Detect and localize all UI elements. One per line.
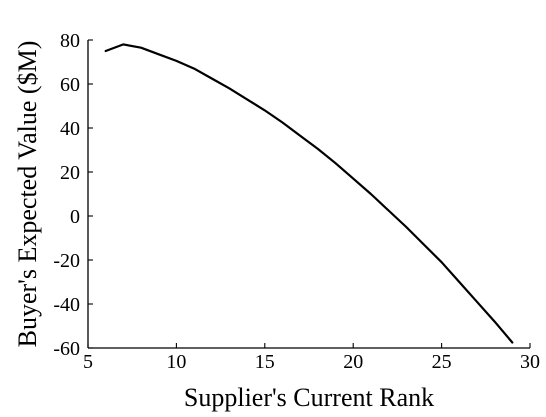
x-tick-label: 15 <box>255 351 275 373</box>
x-tick-label: 20 <box>343 351 363 373</box>
y-ticks: -60 -40 -20 0 20 40 60 80 <box>53 30 93 360</box>
y-tick-label: -20 <box>53 250 80 272</box>
series-line-0 <box>104 43 514 344</box>
x-tick-label: 10 <box>166 351 186 373</box>
y-tick-label: 20 <box>60 162 80 184</box>
x-tick-label: 25 <box>432 351 452 373</box>
y-tick-label: 60 <box>60 74 80 96</box>
x-axis-title: Supplier's Current Rank <box>184 383 434 412</box>
plot-area-axes <box>87 40 530 349</box>
x-tick-label: 5 <box>83 351 93 373</box>
y-tick-label: -40 <box>53 294 80 316</box>
y-tick-label: 0 <box>70 206 80 228</box>
y-tick-label: -60 <box>53 338 80 360</box>
x-tick-label: 30 <box>520 351 540 373</box>
y-tick-label: 40 <box>60 118 80 140</box>
series-layer <box>104 43 514 344</box>
y-tick-label: 80 <box>60 30 80 52</box>
x-ticks: 5 10 15 20 25 30 <box>83 343 540 373</box>
y-axis-title: Buyer's Expected Value ($M) <box>13 41 42 348</box>
